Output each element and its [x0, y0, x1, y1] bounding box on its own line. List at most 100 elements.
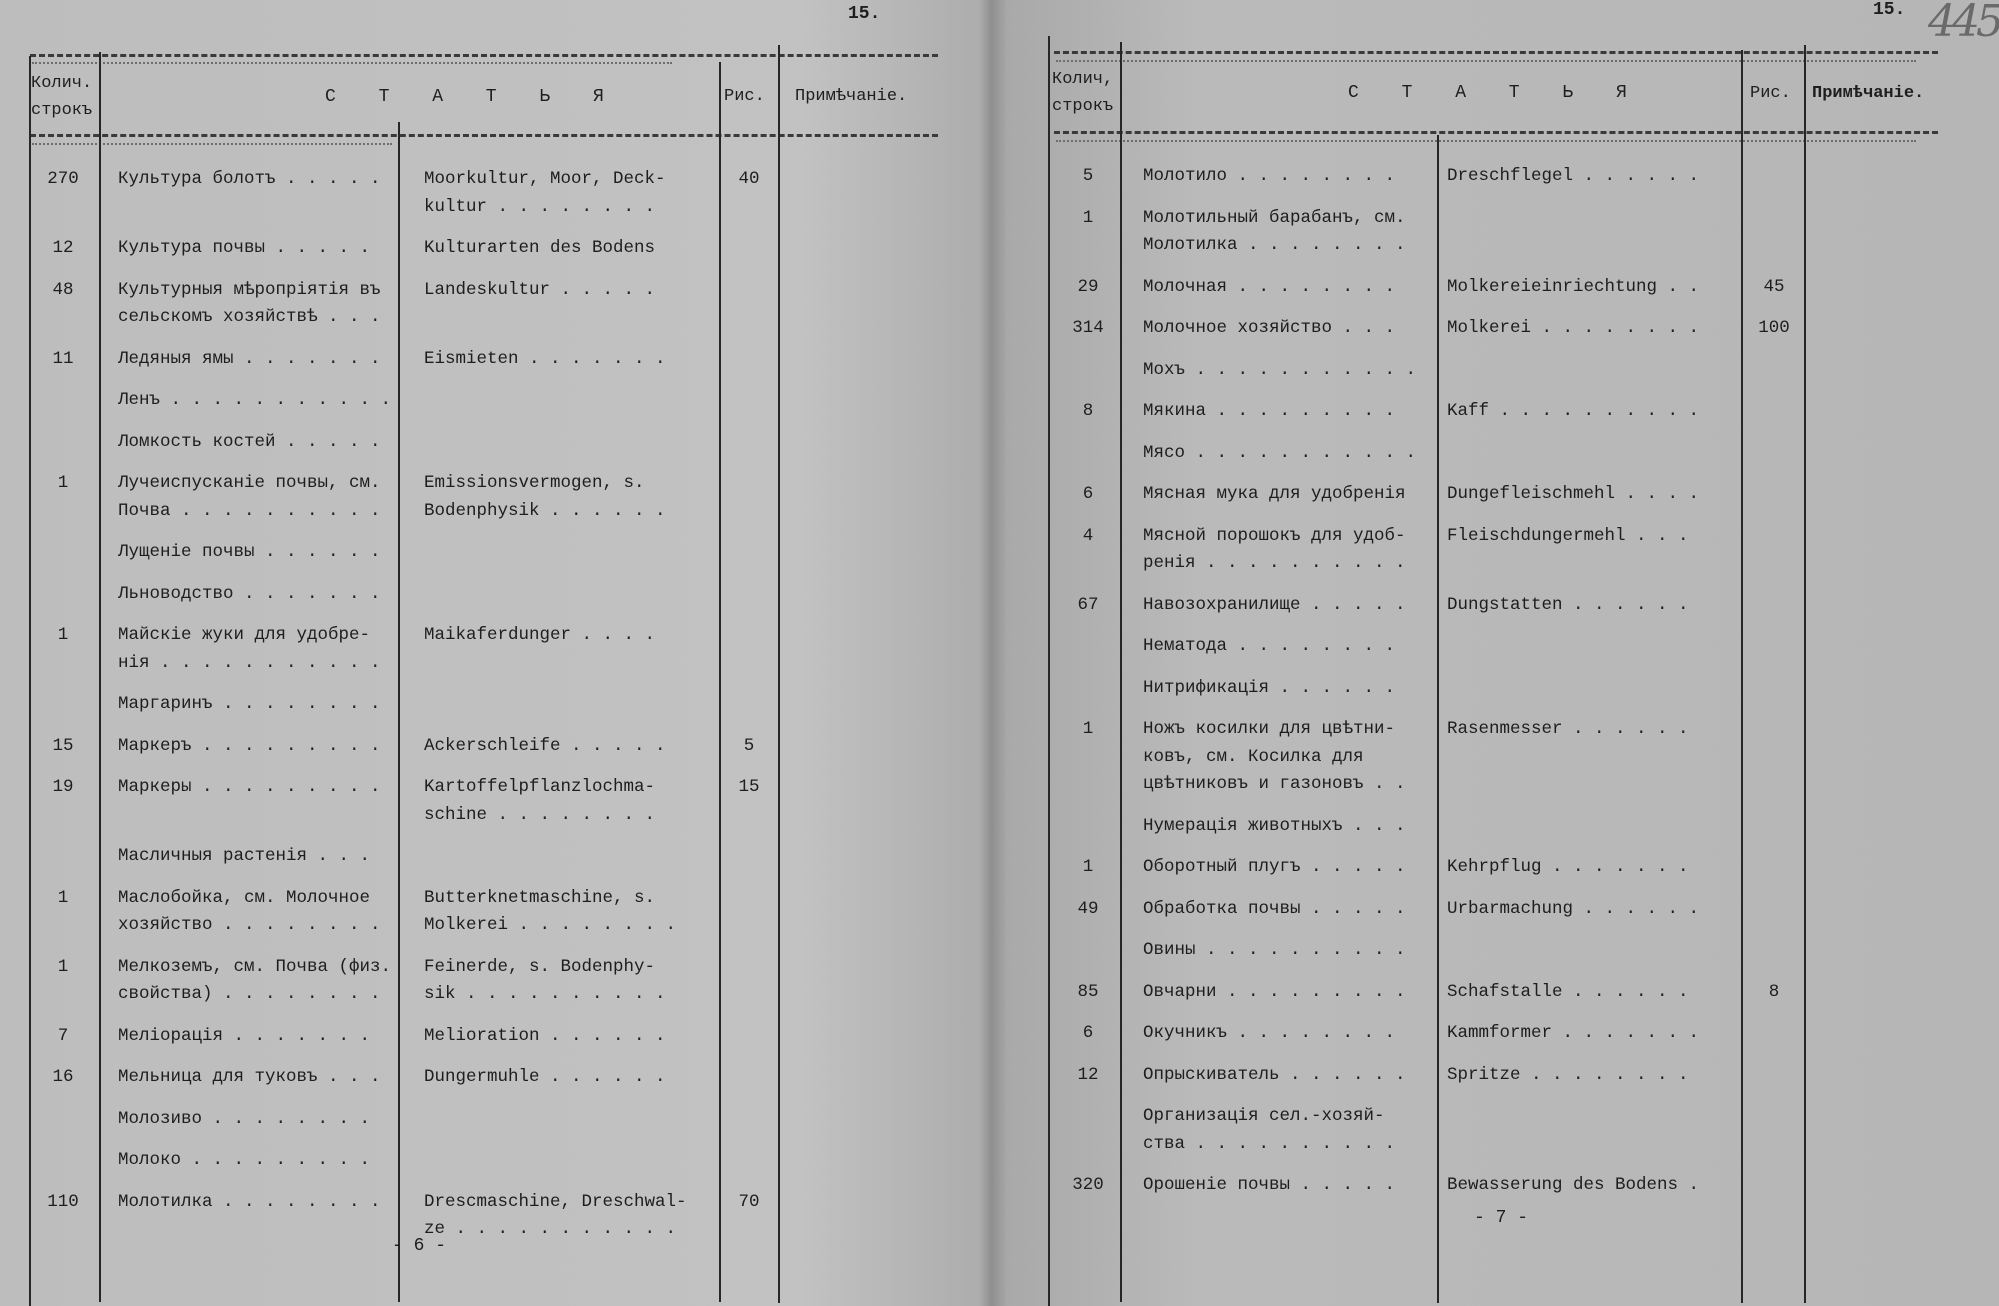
header-figure: Рис. — [724, 87, 765, 106]
row-german-term: Spritze . . . . . . . . — [1447, 1064, 1689, 1085]
row-russian-term: Организація сел.-хозяй- ства . . . . . .… — [1143, 1106, 1396, 1154]
row-russian-term: Маркеры . . . . . . . . . — [118, 777, 381, 797]
row-german-term: Maikaferdunger . . . . — [424, 625, 656, 645]
row-russian-term: Окучникъ . . . . . . . . — [1143, 1023, 1396, 1043]
row-russian-term: Льноводство . . . . . . . — [118, 583, 381, 604]
row-line-count: 320 — [1072, 1175, 1104, 1195]
row-russian-term: Ледяныя ямы . . . . . . . — [118, 348, 381, 369]
row-russian-term: Ножъ косилки для цвѣтни- ковъ, см. Косил… — [1143, 719, 1406, 794]
row-line-count: 1 — [1082, 719, 1094, 739]
row-german-term: Melioration . . . . . . — [424, 1025, 666, 1046]
row-russian-term: Культура почвы . . . . . — [118, 238, 371, 258]
header-dotted-rule — [1056, 140, 1916, 142]
row-german-term: Drescmaschine, Dreschwal- ze . . . . . .… — [424, 1191, 687, 1240]
row-russian-term: Нематода . . . . . . . . — [1143, 636, 1396, 656]
row-figure-count: 15 — [738, 777, 760, 797]
header-article: С Т А Т Ь Я — [1348, 83, 1643, 103]
row-line-count: 5 — [1082, 166, 1094, 186]
row-german-term: Schafstalle . . . . . . — [1447, 981, 1689, 1002]
row-german-term: Molkerei . . . . . . . . — [1447, 318, 1700, 338]
header-bottom-rule — [1054, 131, 1938, 134]
row-line-count: 29 — [1077, 276, 1099, 297]
row-german-term: Landeskultur . . . . . — [424, 279, 656, 300]
row-russian-term: Обработка почвы . . . . . — [1143, 898, 1406, 919]
row-german-term: Dreschflegel . . . . . . — [1447, 166, 1700, 186]
row-russian-term: Орошеніе почвы . . . . . — [1143, 1175, 1396, 1195]
column-rule — [1120, 42, 1122, 1302]
row-german-term: Moorkultur, Moor, Deck- kultur . . . . .… — [424, 169, 666, 217]
column-rule — [1804, 45, 1806, 1303]
row-line-count: 1 — [57, 887, 69, 908]
row-line-count: 11 — [52, 348, 74, 369]
row-russian-term: Культурныя мѣропріятія въ сельскомъ хозя… — [118, 279, 381, 328]
row-german-term: Ackerschleife . . . . . — [424, 735, 666, 756]
header-top-rule — [30, 54, 938, 57]
row-line-count: 1 — [1082, 857, 1094, 877]
row-russian-term: Молотило . . . . . . . . — [1143, 166, 1396, 186]
page-footer: - 6 - — [392, 1236, 447, 1256]
row-line-count: 12 — [52, 238, 74, 258]
row-russian-term: Молочная . . . . . . . . — [1143, 276, 1396, 297]
header-dotted-rule — [32, 143, 392, 145]
row-line-count: 1 — [57, 956, 69, 977]
column-rule — [1048, 36, 1050, 1306]
row-german-term: Butterknetmaschine, s. Molkerei . . . . … — [424, 887, 677, 936]
row-german-term: Emissionsvermogen, s. Bodenphysik . . . … — [424, 473, 666, 521]
row-figure-count: 70 — [738, 1191, 760, 1212]
row-russian-term: Маргаринъ . . . . . . . . — [118, 694, 381, 714]
row-german-term: Urbarmachung . . . . . . — [1447, 898, 1700, 919]
column-rule — [778, 45, 780, 1303]
row-figure-count: 45 — [1763, 276, 1785, 297]
row-german-term: Dungstatten . . . . . . — [1447, 594, 1689, 615]
row-line-count: 1 — [57, 625, 69, 645]
header-qty-line1: Колич, — [1052, 70, 1114, 89]
row-russian-term: Ломкость костей . . . . . — [118, 431, 381, 452]
row-russian-term: Оборотный плугъ . . . . . — [1143, 857, 1406, 877]
column-rule — [1741, 50, 1743, 1303]
row-line-count: 110 — [47, 1191, 79, 1212]
header-figure: Рис. — [1750, 84, 1791, 103]
row-russian-term: Молотильный барабанъ, см. Молотилка . . … — [1143, 207, 1406, 256]
header-dotted-rule — [1056, 60, 1916, 62]
row-russian-term: Навозохранилище . . . . . — [1143, 594, 1406, 615]
row-line-count: 19 — [52, 777, 74, 797]
header-top-rule — [1054, 51, 1938, 54]
row-russian-term: Мельница для туковъ . . . — [118, 1067, 381, 1087]
row-russian-term: Мелкоземъ, см. Почва (физ. свойства) . .… — [118, 956, 392, 1005]
row-russian-term: Молозиво . . . . . . . . — [118, 1108, 371, 1129]
row-german-term: Kammformer . . . . . . . — [1447, 1023, 1700, 1043]
row-russian-term: Молочное хозяйство . . . — [1143, 318, 1396, 338]
page-number: 15. — [1873, 0, 1906, 20]
row-russian-term: Маркеръ . . . . . . . . . — [118, 735, 381, 756]
header-article: С Т А Т Ь Я — [325, 87, 620, 107]
row-russian-term: Мохъ . . . . . . . . . . . — [1143, 359, 1417, 380]
row-russian-term: Ленъ . . . . . . . . . . . — [118, 390, 392, 410]
row-german-term: Molkereieinriechtung . . — [1447, 276, 1700, 297]
row-figure-count: 100 — [1758, 318, 1790, 338]
row-line-count: 314 — [1072, 318, 1104, 338]
row-russian-term: Овчарни . . . . . . . . . — [1143, 981, 1406, 1002]
row-russian-term: Нумерація животныхъ . . . — [1143, 815, 1406, 836]
row-line-count: 6 — [1082, 484, 1094, 504]
header-note: Примѣчаніе. — [1812, 84, 1925, 103]
row-german-term: Feinerde, s. Bodenphy- sik . . . . . . .… — [424, 956, 666, 1005]
row-line-count: 7 — [57, 1025, 69, 1046]
row-russian-term: Масличныя растенія . . . — [118, 846, 371, 866]
header-qty-line1: Колич. — [31, 74, 93, 93]
row-line-count: 6 — [1082, 1023, 1094, 1043]
page-number: 15. — [848, 4, 881, 24]
row-german-term: Eismieten . . . . . . . — [424, 348, 666, 369]
handwritten-number: 445 — [1928, 0, 1999, 47]
row-line-count: 12 — [1077, 1064, 1099, 1085]
row-russian-term: Мясо . . . . . . . . . . . — [1143, 442, 1417, 463]
row-russian-term: Культура болотъ . . . . . — [118, 169, 381, 189]
row-german-term: Dungefleischmehl . . . . — [1447, 484, 1700, 504]
row-line-count: 15 — [52, 735, 74, 756]
header-qty: Колич. строкъ — [31, 70, 92, 124]
row-russian-term: Молотилка . . . . . . . . — [118, 1191, 381, 1212]
row-russian-term: Мякина . . . . . . . . . — [1143, 401, 1396, 421]
column-rule — [1437, 135, 1439, 1303]
row-line-count: 1 — [1082, 207, 1094, 228]
row-russian-term: Мясной порошокъ для удоб- ренія . . . . … — [1143, 525, 1406, 574]
column-rule — [99, 52, 101, 1302]
